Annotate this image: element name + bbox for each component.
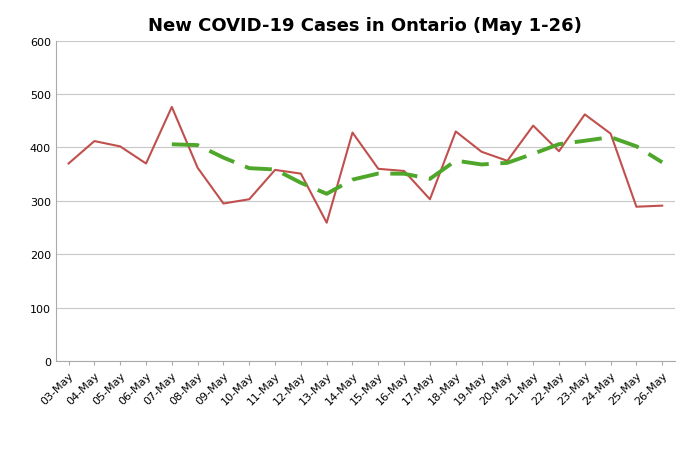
Title: New COVID-19 Cases in Ontario (May 1-26): New COVID-19 Cases in Ontario (May 1-26) xyxy=(148,17,583,35)
